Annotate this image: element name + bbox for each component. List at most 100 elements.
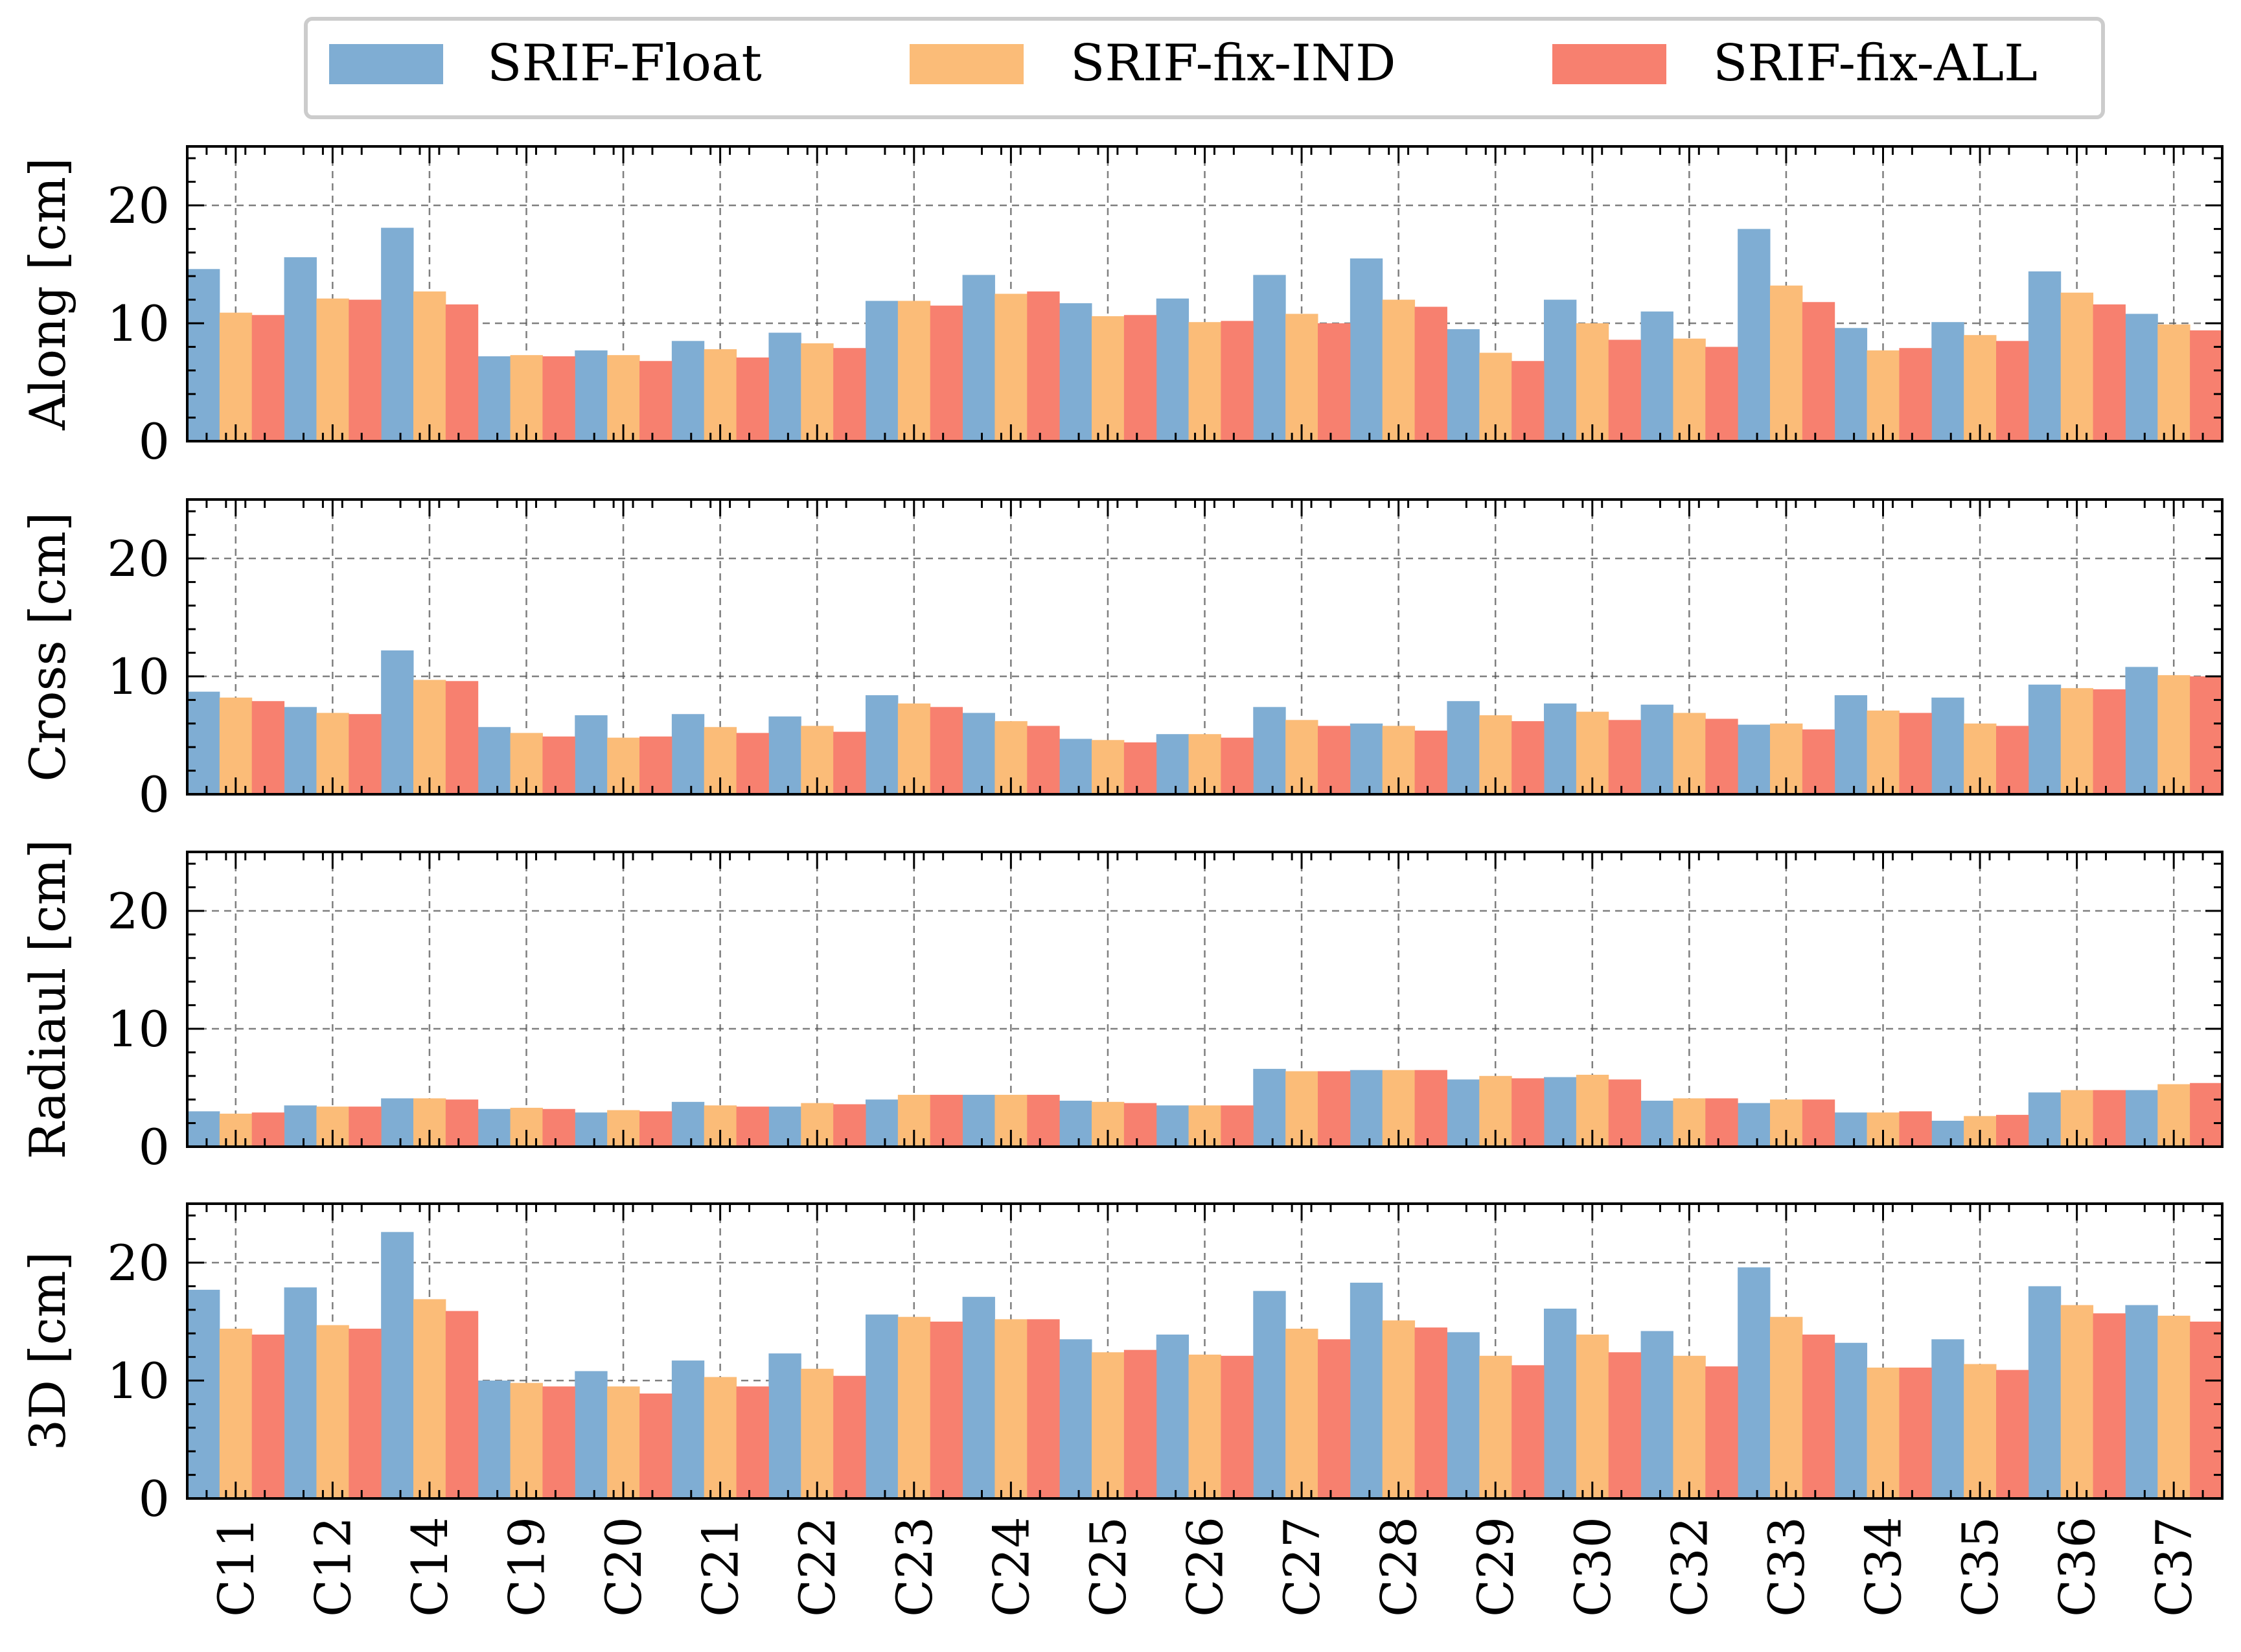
legend-frame (304, 17, 2105, 119)
y-tick-label: 20 (107, 1234, 170, 1292)
legend-entry-2: SRIF-fix-IND (910, 34, 1396, 93)
bar-C11-SRIF-fix-ALL (251, 1112, 285, 1147)
legend: SRIF-Float SRIF-fix-IND SRIF-fix-ALL (304, 17, 2105, 119)
bar-C20-SRIF-fix-ALL (639, 1111, 672, 1147)
bar-C35-SRIF-fix-ALL (1996, 1370, 2029, 1498)
bar-C11-SRIF-Float (187, 1111, 220, 1147)
bar-C12-SRIF-fix-ALL (349, 299, 382, 441)
bar-C21-SRIF-Float (671, 714, 705, 794)
y-tick-label: 0 (139, 413, 170, 470)
x-tick-label: C14 (401, 1517, 459, 1617)
legend-swatch-3 (1552, 44, 1666, 84)
bar-C14-SRIF-fix-IND (413, 291, 446, 441)
bar-C24-SRIF-fix-ALL (1027, 726, 1060, 794)
bar-C14-SRIF-fix-IND (413, 680, 446, 794)
bar-C34-SRIF-fix-ALL (1899, 1111, 1932, 1147)
bar-C26-SRIF-Float (1156, 1335, 1189, 1498)
bars (187, 650, 2223, 794)
bar-C22-SRIF-fix-IND (801, 1368, 834, 1498)
bar-C22-SRIF-fix-ALL (833, 1104, 866, 1147)
bar-C19-SRIF-Float (477, 1381, 511, 1498)
bar-C32-SRIF-fix-ALL (1705, 347, 1738, 441)
bar-C28-SRIF-Float (1350, 1282, 1383, 1498)
bar-C35-SRIF-Float (1931, 697, 1964, 794)
bar-C28-SRIF-fix-ALL (1414, 1070, 1447, 1147)
y-tick-label: 20 (107, 882, 170, 940)
bar-C29-SRIF-Float (1447, 1332, 1480, 1498)
bar-C20-SRIF-fix-ALL (639, 1394, 672, 1498)
bar-C26-SRIF-fix-ALL (1221, 737, 1254, 794)
bar-C37-SRIF-Float (2125, 1090, 2158, 1147)
bar-C30-SRIF-Float (1544, 1077, 1577, 1147)
bar-C27-SRIF-Float (1253, 1068, 1286, 1147)
bar-C29-SRIF-Float (1447, 701, 1480, 794)
legend-label-3: SRIF-fix-ALL (1713, 34, 2038, 93)
bar-C25-SRIF-fix-ALL (1123, 1349, 1157, 1498)
bar-C29-SRIF-fix-ALL (1511, 361, 1545, 441)
x-tick-label: C29 (1467, 1517, 1524, 1617)
bar-C21-SRIF-fix-ALL (736, 733, 769, 794)
bar-C20-SRIF-Float (575, 350, 608, 441)
panel-2: 0 10 20 Cross [cm] (19, 498, 2224, 823)
bar-C11-SRIF-fix-IND (219, 312, 253, 441)
bar-C36-SRIF-fix-IND (2060, 1305, 2094, 1498)
x-tick-label: C19 (498, 1517, 556, 1617)
bar-C32-SRIF-fix-ALL (1705, 718, 1738, 794)
bar-C36-SRIF-Float (2028, 684, 2062, 794)
bar-C27-SRIF-fix-ALL (1318, 1339, 1351, 1498)
x-tick-label: C36 (2049, 1517, 2106, 1617)
bar-C14-SRIF-fix-ALL (445, 1099, 479, 1147)
bar-C12-SRIF-Float (284, 707, 317, 794)
bar-C37-SRIF-fix-ALL (2190, 1322, 2223, 1498)
bar-C33-SRIF-Float (1738, 724, 1771, 794)
bar-C26-SRIF-Float (1156, 1105, 1189, 1147)
bar-C34-SRIF-Float (1834, 1112, 1868, 1147)
bar-C29-SRIF-Float (1447, 329, 1480, 441)
bar-C33-SRIF-Float (1738, 1103, 1771, 1147)
bar-C20-SRIF-Float (575, 715, 608, 794)
bar-C24-SRIF-Float (962, 713, 995, 794)
axis-ticks (187, 1204, 2222, 1500)
bar-C30-SRIF-fix-ALL (1608, 339, 1642, 441)
bar-C36-SRIF-fix-ALL (2093, 689, 2126, 794)
bar-C28-SRIF-fix-ALL (1414, 730, 1447, 794)
bar-C22-SRIF-fix-ALL (833, 1375, 866, 1498)
bar-C20-SRIF-Float (575, 1371, 608, 1498)
bar-C25-SRIF-Float (1059, 1101, 1092, 1147)
bar-C35-SRIF-Float (1931, 1339, 1964, 1498)
bar-C32-SRIF-fix-ALL (1705, 1098, 1738, 1147)
bar-C29-SRIF-fix-ALL (1511, 1365, 1545, 1498)
x-tick-label: C22 (788, 1517, 846, 1617)
bar-C33-SRIF-fix-ALL (1802, 302, 1835, 441)
bar-C37-SRIF-Float (2125, 314, 2158, 441)
bar-C20-SRIF-fix-IND (607, 1386, 640, 1498)
bar-C35-SRIF-fix-IND (1964, 335, 1997, 441)
bar-C24-SRIF-Float (962, 1296, 995, 1498)
panels: 0 10 20 Along [cm] 0 10 20 Cross [cm] 0 10 20 Radia… (19, 145, 2224, 1617)
bar-C24-SRIF-Float (962, 1094, 995, 1147)
bar-C28-SRIF-Float (1350, 1070, 1383, 1147)
bar-C22-SRIF-fix-ALL (833, 731, 866, 794)
bar-C11-SRIF-fix-ALL (251, 1335, 285, 1498)
bar-C34-SRIF-fix-ALL (1899, 713, 1932, 794)
bar-C27-SRIF-fix-IND (1285, 314, 1318, 441)
bar-C21-SRIF-fix-ALL (736, 1107, 769, 1147)
bar-C25-SRIF-Float (1059, 1339, 1092, 1498)
bar-C29-SRIF-Float (1447, 1079, 1480, 1147)
bar-C25-SRIF-fix-IND (1092, 316, 1125, 441)
y-axis-label: Cross [cm] (19, 512, 76, 781)
bar-C12-SRIF-Float (284, 257, 317, 441)
bar-C19-SRIF-fix-ALL (542, 356, 575, 441)
bar-C36-SRIF-fix-IND (2060, 292, 2094, 441)
bar-C32-SRIF-Float (1640, 1331, 1673, 1498)
bar-C29-SRIF-fix-IND (1479, 1355, 1512, 1498)
bar-C24-SRIF-fix-ALL (1027, 1319, 1060, 1498)
bar-C14-SRIF-fix-ALL (445, 304, 479, 441)
bar-C19-SRIF-Float (477, 356, 511, 441)
bar-C23-SRIF-Float (866, 695, 899, 794)
bar-C14-SRIF-fix-IND (413, 1299, 446, 1498)
bar-C37-SRIF-Float (2125, 1305, 2158, 1498)
bar-C29-SRIF-fix-ALL (1511, 1078, 1545, 1147)
bar-C34-SRIF-fix-ALL (1899, 348, 1932, 441)
